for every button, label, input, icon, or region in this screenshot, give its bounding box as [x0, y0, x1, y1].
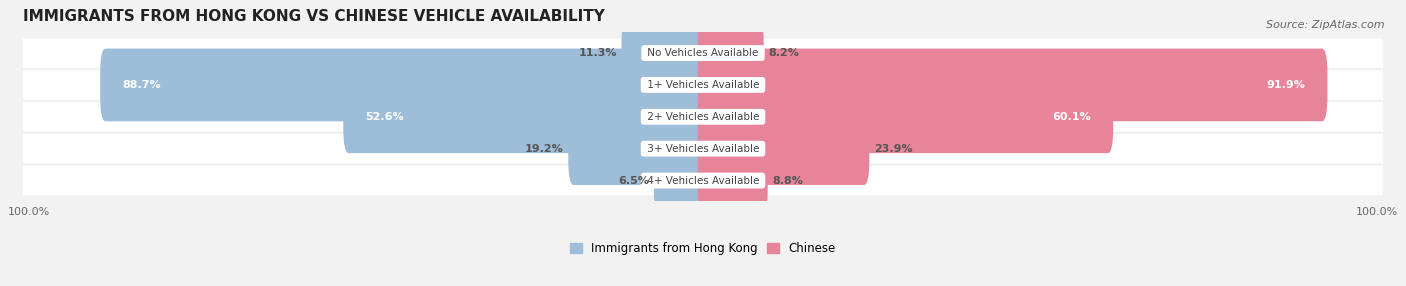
Text: 8.8%: 8.8%	[772, 176, 803, 186]
Text: Source: ZipAtlas.com: Source: ZipAtlas.com	[1267, 20, 1385, 30]
FancyBboxPatch shape	[22, 102, 1384, 132]
Text: 8.2%: 8.2%	[768, 48, 799, 58]
Legend: Immigrants from Hong Kong, Chinese: Immigrants from Hong Kong, Chinese	[565, 237, 841, 260]
Text: 52.6%: 52.6%	[366, 112, 404, 122]
FancyBboxPatch shape	[697, 49, 1327, 121]
Text: 11.3%: 11.3%	[578, 48, 617, 58]
Text: IMMIGRANTS FROM HONG KONG VS CHINESE VEHICLE AVAILABILITY: IMMIGRANTS FROM HONG KONG VS CHINESE VEH…	[22, 9, 605, 24]
Text: 1+ Vehicles Available: 1+ Vehicles Available	[644, 80, 762, 90]
Text: 4+ Vehicles Available: 4+ Vehicles Available	[644, 176, 762, 186]
FancyBboxPatch shape	[654, 144, 709, 217]
FancyBboxPatch shape	[22, 166, 1384, 195]
Text: 88.7%: 88.7%	[122, 80, 162, 90]
Text: 60.1%: 60.1%	[1052, 112, 1091, 122]
FancyBboxPatch shape	[697, 17, 763, 90]
Text: 3+ Vehicles Available: 3+ Vehicles Available	[644, 144, 762, 154]
FancyBboxPatch shape	[22, 134, 1384, 163]
FancyBboxPatch shape	[568, 112, 709, 185]
Text: No Vehicles Available: No Vehicles Available	[644, 48, 762, 58]
Text: 19.2%: 19.2%	[524, 144, 564, 154]
Text: 6.5%: 6.5%	[619, 176, 650, 186]
Text: 23.9%: 23.9%	[875, 144, 912, 154]
FancyBboxPatch shape	[697, 80, 1114, 153]
FancyBboxPatch shape	[100, 49, 709, 121]
FancyBboxPatch shape	[343, 80, 709, 153]
FancyBboxPatch shape	[22, 70, 1384, 100]
FancyBboxPatch shape	[697, 112, 869, 185]
Text: 91.9%: 91.9%	[1267, 80, 1305, 90]
FancyBboxPatch shape	[697, 144, 768, 217]
FancyBboxPatch shape	[621, 17, 709, 90]
Text: 2+ Vehicles Available: 2+ Vehicles Available	[644, 112, 762, 122]
FancyBboxPatch shape	[22, 38, 1384, 68]
